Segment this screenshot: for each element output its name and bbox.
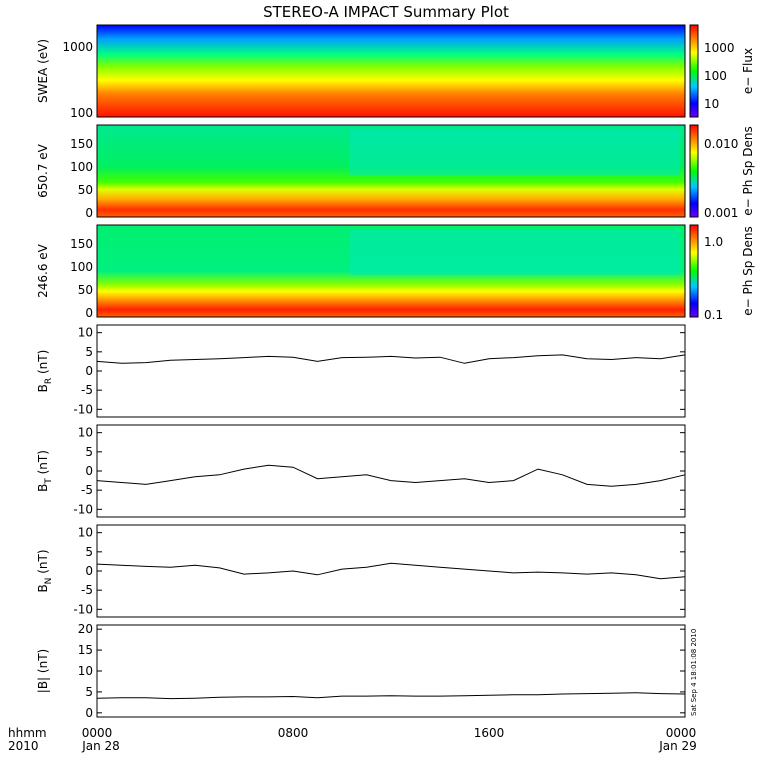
pad-650-frame [96,124,686,218]
br-series-line [96,354,686,364]
swea-cbar-tick-10: 10 [704,97,719,111]
bn-ylabel: BN (nT) [36,549,54,592]
bt-ytick-label: -10 [73,502,93,516]
bt-panel: 10 5 0 -5 -10 BT (nT) [36,424,686,518]
br-ytick-label: 5 [85,345,93,359]
swea-cbar-tick-1000: 1000 [704,41,735,55]
chart-title: STEREO-A IMPACT Summary Plot [263,3,509,21]
x-tick-date-jan28: Jan 28 [81,739,120,753]
br-ytick-label: 0 [85,364,93,378]
pad-650-blob [350,130,680,175]
pad-650-tick-50: 50 [78,183,93,197]
br-ytick-label: -5 [81,383,93,397]
pad-650-cbar-tick-0010: 0.010 [704,137,738,151]
swea-cbar-label: e− Flux [741,48,755,94]
bmag-panel: 20 15 10 5 0 |B| (nT) [36,622,686,720]
swea-cbar-tick-100: 100 [704,69,727,83]
bmag-ytick-label: 20 [78,622,93,636]
pad-246-tick-0: 0 [85,306,93,320]
br-ytick-label: -10 [73,402,93,416]
swea-tick-100: 100 [70,106,93,120]
swea-colorbar [689,24,699,118]
x-tick-0000-end: 0000 [666,726,697,740]
pad-246-cbar-tick-10: 1.0 [704,235,723,249]
bn-ytick-label: 0 [85,564,93,578]
year-label: 2010 [8,739,39,753]
bn-ytick-label: 5 [85,545,93,559]
bn-ytick-label: 10 [78,526,93,540]
pad-650-tick-150: 150 [70,137,93,151]
x-tick-0000-start: 0000 [82,726,113,740]
bmag-ytick-label: 15 [78,643,93,657]
bn-ytick-label: -5 [81,583,93,597]
bn-series-line [96,562,686,580]
bt-ytick-label: 10 [78,426,93,440]
br-frame [96,324,686,418]
pad-246-tick-50: 50 [78,283,93,297]
time-axis-labels: hhmm 2010 0000 Jan 28 0800 1600 0000 Jan… [8,726,697,753]
br-ylabel: BR (nT) [36,350,54,393]
bmag-frame [96,624,686,718]
magnetic-field-panels: 10 5 0 -5 -10 BR (nT) 10 5 0 -5 -10 BT (nT) 10 5 0 -5 -1… [36,324,686,720]
generation-timestamp: Sat Sep 4 18:01:08 2010 [690,629,698,716]
br-ytick-label: 10 [78,326,93,340]
x-tick-0800: 0800 [278,726,309,740]
bmag-ytick-label: 10 [78,664,93,678]
pad-246-frame [96,224,686,318]
swea-ylabel: SWEA (eV) [36,39,50,103]
pad-650-cbar-label: e− Ph Sp Dens [741,126,755,215]
bt-ylabel: BT (nT) [36,450,54,492]
br-panel: 10 5 0 -5 -10 BR (nT) [36,324,686,418]
pad-650-colorbar [689,124,699,218]
bt-series-line [96,464,686,487]
swea-tick-1000: 1000 [62,40,93,54]
x-tick-1600: 1600 [474,726,505,740]
pad-650-cbar-tick-0001: 0.001 [704,206,738,220]
bn-frame [96,524,686,618]
pad-650-panel: 150 100 50 0 650.7 eV 0.010 0.001 e− Ph … [36,124,755,220]
swea-panel: 1000 100 SWEA (eV) 1000 100 10 e− Flux [36,24,755,120]
pad-246-cbar-label: e− Ph Sp Dens [741,226,755,315]
swea-heatmap [97,25,685,117]
bn-panel: 10 5 0 -5 -10 BN (nT) [36,524,686,618]
pad-246-ylabel: 246.6 eV [36,243,50,298]
pad-650-tick-0: 0 [85,206,93,220]
bt-frame [96,424,686,518]
bmag-ylabel: |B| (nT) [36,649,50,693]
bmag-ytick-label: 5 [85,685,93,699]
pad-650-ylabel: 650.7 eV [36,143,50,198]
bmag-ytick-label: 0 [85,706,93,720]
pad-246-tick-150: 150 [70,237,93,251]
bmag-series-line [96,692,686,700]
x-tick-date-jan29: Jan 29 [658,739,697,753]
pad-246-tick-100: 100 [70,260,93,274]
pad-246-cbar-tick-01: 0.1 [704,308,723,322]
hhmm-label: hhmm [8,726,47,740]
pad-246-panel: 150 100 50 0 246.6 eV 1.0 0.1 e− Ph Sp D… [36,224,755,322]
bt-ytick-label: 0 [85,464,93,478]
pad-650-tick-100: 100 [70,160,93,174]
bt-ytick-label: -5 [81,483,93,497]
bn-ytick-label: -10 [73,602,93,616]
swea-frame [96,24,686,118]
bt-ytick-label: 5 [85,445,93,459]
pad-246-colorbar [689,224,699,318]
pad-246-blob [350,230,680,275]
